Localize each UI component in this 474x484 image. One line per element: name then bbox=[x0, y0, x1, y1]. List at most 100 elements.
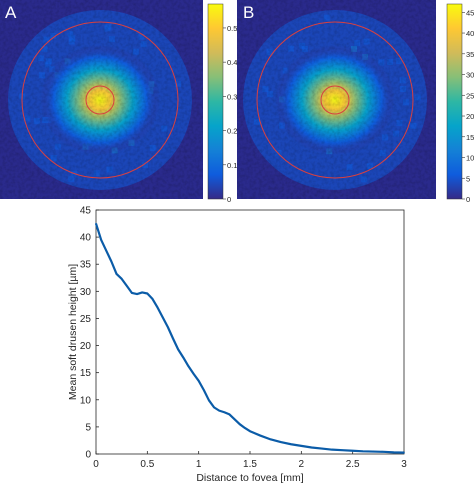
y-tick-label: 45 bbox=[80, 206, 92, 217]
data-point bbox=[238, 423, 241, 425]
y-tick-label: 10 bbox=[80, 395, 92, 406]
colorbar-tick-label: 15 bbox=[466, 133, 474, 142]
series-line bbox=[94, 223, 405, 454]
data-point bbox=[95, 222, 97, 225]
data-point bbox=[249, 430, 251, 433]
panel-b-inner-ring bbox=[320, 85, 350, 115]
data-point bbox=[110, 260, 113, 263]
data-point bbox=[228, 413, 231, 416]
data-point bbox=[290, 443, 292, 446]
data-point bbox=[177, 348, 179, 351]
y-tick-label: 20 bbox=[80, 341, 92, 352]
colorbar-tick-label: 20 bbox=[466, 112, 474, 121]
series-points bbox=[95, 222, 405, 454]
data-point bbox=[126, 285, 128, 287]
data-point bbox=[331, 448, 333, 451]
line-chart: 0 0.5 1 1.5 2 2.5 3 0 5 10 15 20 25 30 35 40 45 Distanc… bbox=[67, 206, 407, 484]
panel-b-label: B bbox=[243, 3, 254, 22]
data-point bbox=[187, 365, 190, 367]
y-tick-label: 15 bbox=[80, 368, 92, 379]
data-point bbox=[167, 326, 169, 328]
x-tick-label: 2 bbox=[299, 459, 305, 470]
panel-b-colorbar: 45 40 35 30 25 20 15 10 5 0 bbox=[446, 3, 474, 204]
y-tick-label: 35 bbox=[80, 260, 92, 271]
panel-b-outer-ring bbox=[256, 21, 414, 179]
data-point bbox=[136, 293, 138, 295]
panel-a-outer-ring bbox=[21, 21, 179, 179]
colorbar-tick-label: 40 bbox=[466, 29, 474, 38]
data-point bbox=[203, 389, 205, 391]
data-point bbox=[131, 292, 133, 294]
y-tick-label: 5 bbox=[85, 422, 91, 433]
panel-b-colorbar-gradient bbox=[446, 3, 463, 200]
x-axis-label: Distance to fovea [mm] bbox=[196, 472, 303, 484]
x-axis-ticks: 0 0.5 1 1.5 2 2.5 3 bbox=[93, 451, 407, 470]
data-point bbox=[341, 449, 344, 452]
colorbar-tick-label: 30 bbox=[466, 71, 474, 80]
colorbar-tick-label: 0 bbox=[466, 195, 470, 204]
colorbar-tick-label: 35 bbox=[466, 50, 474, 59]
panel-a: A 0.5 0.4 0.3 0.2 0.1 0 bbox=[0, 0, 237, 204]
data-point bbox=[192, 372, 195, 375]
data-point bbox=[105, 249, 108, 252]
data-point bbox=[259, 434, 262, 437]
data-point bbox=[213, 406, 215, 409]
panel-a-label: A bbox=[5, 3, 17, 22]
data-point bbox=[372, 450, 375, 453]
data-point bbox=[120, 278, 123, 280]
x-tick-label: 1 bbox=[196, 459, 202, 470]
panel-a-colorbar: 0.5 0.4 0.3 0.2 0.1 0 bbox=[207, 3, 237, 204]
x-tick-label: 0.5 bbox=[140, 459, 154, 470]
x-tick-label: 1.5 bbox=[243, 459, 257, 470]
data-point bbox=[146, 292, 149, 295]
colorbar-tick-label: 0.2 bbox=[227, 127, 237, 136]
x-tick-label: 3 bbox=[401, 459, 407, 470]
panel-a-inner-ring bbox=[85, 85, 115, 115]
panel-b-colorbar-ticks: 45 40 35 30 25 20 15 10 5 0 bbox=[462, 8, 474, 204]
data-point bbox=[392, 451, 395, 454]
data-point bbox=[218, 409, 220, 412]
data-point bbox=[161, 316, 164, 319]
y-tick-label: 40 bbox=[80, 233, 92, 244]
x-tick-label: 0 bbox=[93, 459, 99, 470]
data-point bbox=[321, 447, 323, 450]
panel-a-noise bbox=[0, 0, 203, 199]
data-point bbox=[141, 291, 143, 294]
y-axis-label: Mean soft drusen height [µm] bbox=[67, 264, 79, 400]
panel-b: B 45 40 35 30 25 20 15 10 5 0 bbox=[237, 0, 474, 204]
panel-b-noise bbox=[237, 0, 436, 199]
data-point bbox=[403, 451, 405, 454]
y-tick-label: 25 bbox=[80, 314, 92, 325]
data-point bbox=[172, 337, 174, 340]
colorbar-tick-label: 0.1 bbox=[227, 161, 237, 170]
colorbar-tick-label: 10 bbox=[466, 154, 474, 163]
colorbar-tick-label: 0.5 bbox=[227, 24, 237, 33]
data-point bbox=[197, 380, 200, 382]
colorbar-tick-label: 45 bbox=[466, 8, 474, 17]
colorbar-tick-label: 0.3 bbox=[227, 92, 237, 101]
data-point bbox=[156, 306, 159, 309]
data-point bbox=[208, 399, 210, 402]
data-point bbox=[233, 418, 236, 421]
data-point bbox=[182, 356, 185, 359]
data-point bbox=[115, 273, 118, 275]
panel-a-colorbar-ticks: 0.5 0.4 0.3 0.2 0.1 0 bbox=[223, 24, 237, 204]
colorbar-tick-label: 5 bbox=[466, 174, 470, 183]
data-point bbox=[151, 298, 154, 300]
x-tick-label: 2.5 bbox=[346, 459, 360, 470]
data-point bbox=[300, 445, 303, 447]
y-tick-label: 0 bbox=[85, 450, 91, 461]
plot-frame bbox=[95, 209, 405, 455]
data-point bbox=[223, 411, 226, 414]
y-axis-ticks: 0 5 10 15 20 25 30 35 40 45 bbox=[80, 206, 99, 461]
panel-a-colorbar-gradient bbox=[207, 3, 224, 200]
colorbar-tick-label: 0.4 bbox=[227, 58, 237, 67]
data-point bbox=[310, 446, 313, 449]
data-point bbox=[280, 441, 282, 443]
data-point bbox=[382, 451, 385, 453]
data-point bbox=[244, 427, 246, 429]
colorbar-tick-label: 25 bbox=[466, 91, 474, 100]
data-point bbox=[351, 449, 354, 452]
data-point bbox=[269, 438, 272, 441]
